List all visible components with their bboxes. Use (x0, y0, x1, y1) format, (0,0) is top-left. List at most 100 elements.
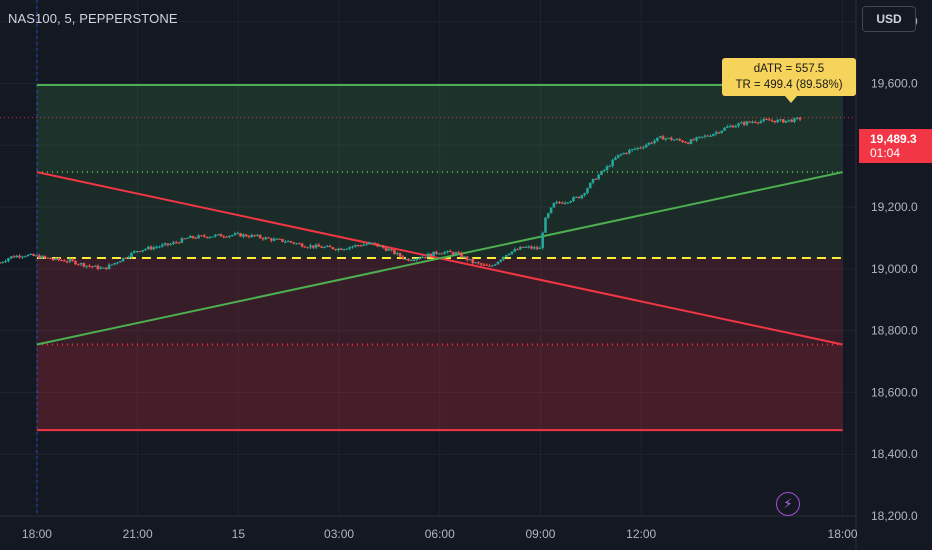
candle-body (91, 266, 94, 268)
candle (216, 233, 220, 236)
candle-body (138, 251, 142, 253)
candle (614, 156, 617, 161)
candle-body (535, 247, 539, 249)
bolt-icon[interactable]: ⚡ (776, 492, 800, 516)
candle (197, 234, 200, 239)
candle-body (465, 256, 469, 261)
candle (174, 240, 178, 244)
candle-body (446, 250, 449, 253)
currency-button[interactable]: USD (862, 6, 916, 32)
lower-inner-zone (36, 344, 843, 431)
candle-body (7, 258, 10, 262)
candle-body (387, 249, 391, 251)
candle (653, 138, 656, 145)
candle-body (784, 120, 788, 123)
price-tick-label: 19,600.0 (871, 76, 918, 90)
candle (446, 250, 449, 254)
candle (57, 257, 61, 262)
candle-body (706, 135, 710, 137)
candle-body (309, 245, 312, 248)
candle (292, 241, 296, 245)
candle (99, 265, 103, 270)
candle (35, 254, 38, 257)
candle-body (555, 202, 558, 204)
candle-body (712, 133, 715, 136)
candle-body (477, 262, 480, 264)
candle-body (491, 265, 494, 267)
candle (678, 137, 682, 142)
candle-body (155, 246, 158, 248)
candle-body (485, 264, 489, 266)
candle (242, 233, 245, 239)
candle-body (779, 119, 782, 121)
candle (337, 247, 340, 252)
candle-body (583, 193, 586, 196)
candle (793, 117, 796, 124)
candle-body (345, 248, 349, 250)
candle (51, 257, 55, 261)
candle (230, 234, 234, 237)
candle-body (253, 234, 256, 237)
candle-body (135, 251, 139, 253)
candle-body (524, 246, 528, 248)
candle-body (317, 244, 321, 247)
lower-zone (36, 258, 843, 431)
candle (88, 264, 91, 268)
candle (91, 266, 94, 269)
candle-body (756, 122, 760, 124)
candle (709, 134, 712, 137)
candle-body (244, 234, 248, 237)
candle-body (510, 251, 514, 255)
candle-body (482, 264, 486, 266)
candle-body (228, 235, 231, 238)
candle-body (74, 260, 77, 265)
candle-body (516, 249, 519, 251)
candle (275, 237, 279, 240)
candle (272, 237, 276, 242)
candle (23, 255, 27, 258)
candle (127, 255, 130, 260)
candle (745, 120, 749, 127)
candle (560, 201, 564, 204)
candle-body (144, 249, 147, 251)
candle (477, 261, 480, 265)
candle-body (77, 264, 80, 266)
candle-body (605, 166, 609, 170)
candle-body (672, 139, 676, 141)
candle (759, 119, 763, 124)
candle-body (647, 142, 651, 145)
candle (63, 259, 66, 262)
candle-body (793, 118, 796, 122)
candle (348, 246, 351, 251)
candle (146, 245, 150, 250)
candle (339, 247, 343, 250)
candle-body (443, 252, 447, 254)
candle-body (43, 255, 47, 258)
candle-body (149, 246, 153, 250)
candle (26, 254, 30, 257)
candle-body (278, 238, 282, 240)
candle (586, 187, 589, 195)
candle-body (767, 119, 771, 121)
time-tick-label: 18:00 (828, 527, 858, 541)
candle-body (303, 246, 307, 248)
candle-body (795, 117, 799, 119)
candle (180, 237, 184, 244)
candle (726, 124, 729, 129)
candle (454, 251, 458, 256)
candle (18, 254, 21, 260)
candle-body (639, 147, 642, 149)
candle-body (191, 236, 195, 238)
candle-body (633, 148, 637, 150)
candle-body (488, 265, 491, 267)
candle-body (773, 120, 777, 123)
candle-body (566, 202, 570, 204)
candle-body (681, 140, 684, 143)
candle-body (130, 252, 133, 258)
candle (519, 245, 522, 250)
candle (552, 202, 556, 208)
candle (74, 260, 77, 265)
candle-body (141, 250, 144, 252)
symbol-title[interactable]: NAS100, 5, PEPPERSTONE (8, 11, 178, 26)
